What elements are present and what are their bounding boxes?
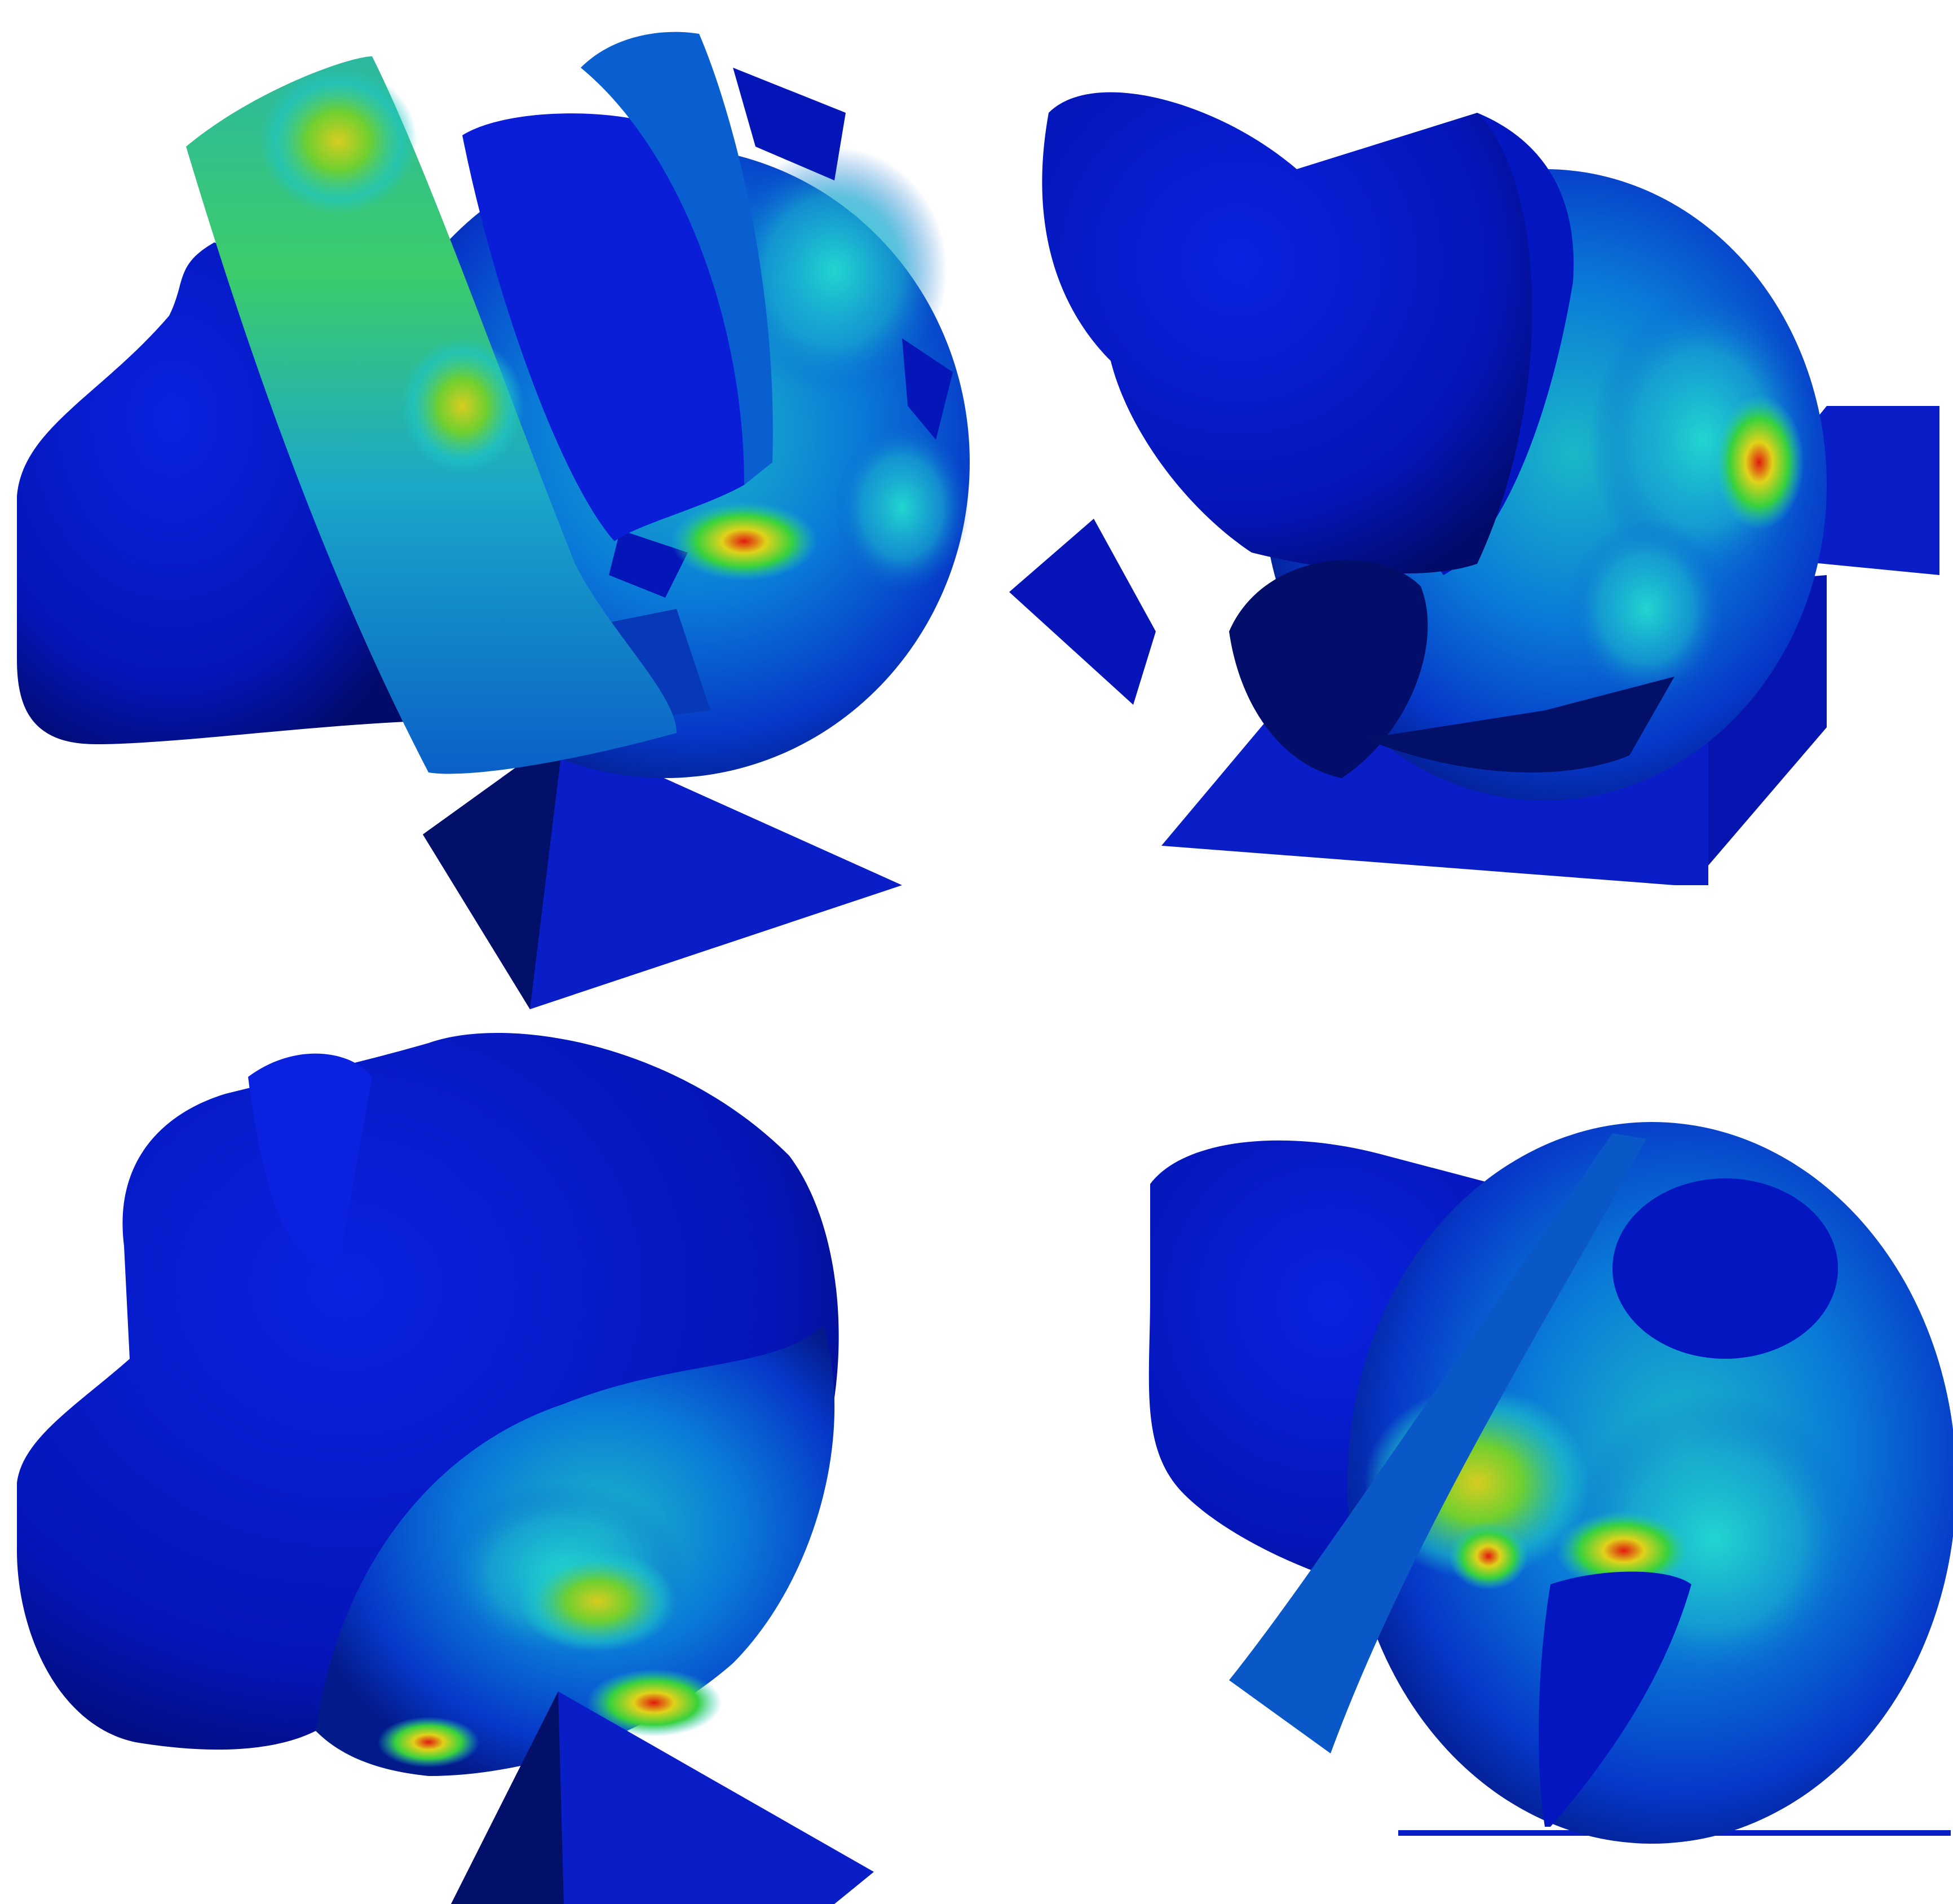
- ring-feature: [248, 1053, 372, 1269]
- cup-lower: [1229, 560, 1428, 778]
- fea-model-bottom-left: [17, 1032, 874, 1904]
- fea-model-top-right: [1009, 92, 1939, 885]
- panel-bottom-right: [981, 1043, 1953, 1904]
- panel-top-right: [981, 0, 1953, 925]
- fea-model-top-left: [17, 32, 970, 1009]
- fea-model-bottom-right: [1148, 1122, 1953, 1844]
- panel-bottom-left: [0, 1009, 981, 1904]
- femoral-neck: [1042, 92, 1532, 574]
- cup-inner: [1539, 1571, 1691, 1827]
- rim-band: [581, 32, 773, 485]
- flange: [1009, 519, 1156, 705]
- cut-band: [1229, 1133, 1646, 1753]
- cut-face: [462, 113, 744, 541]
- panel-top-left: [0, 0, 981, 1009]
